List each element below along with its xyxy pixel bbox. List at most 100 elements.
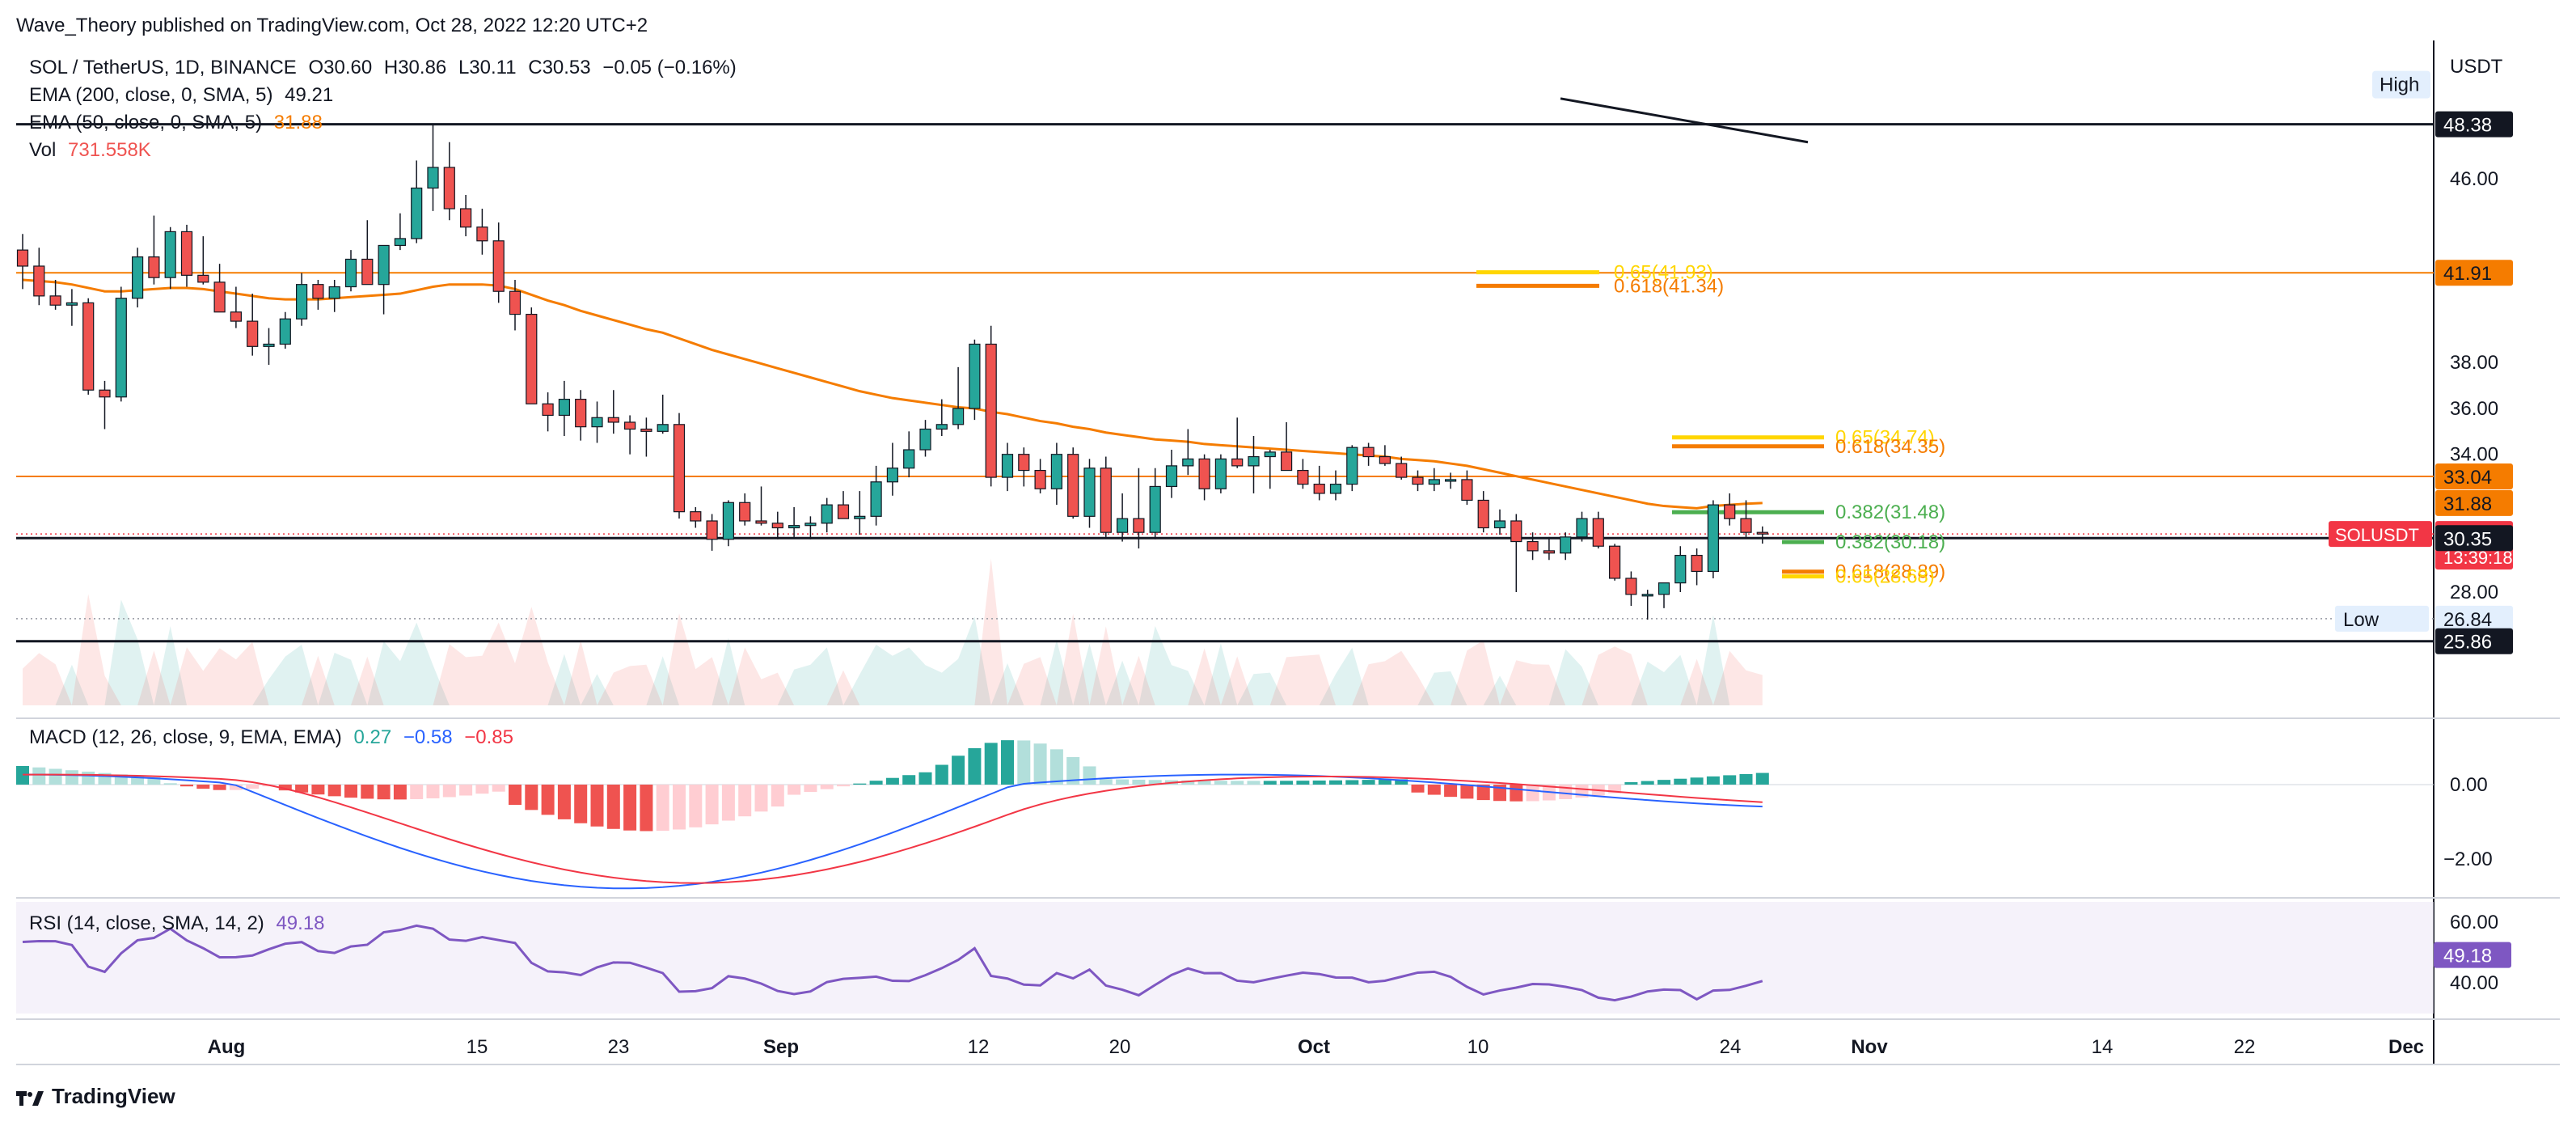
symbol-name[interactable]: SOL / TetherUS, 1D, BINANCE [29,57,297,78]
macd-histogram-bar [1329,780,1342,785]
time-axis-tick: 22 [2234,1036,2256,1058]
candle-body [1379,455,1391,464]
candle-body [1592,518,1604,547]
candle-body [247,320,259,347]
candle-body [690,511,702,522]
price-axis-tick: 46.00 [2450,168,2498,190]
candle-body [1297,469,1309,485]
candle-body [1560,536,1572,554]
macd-line [22,773,1763,890]
macd-signal-line [22,773,1763,884]
candle-body [722,502,735,540]
candle-body [99,389,111,398]
macd-histogram-bar [1641,781,1654,785]
macd-histogram-bar [1280,781,1294,785]
candle-body [969,343,981,409]
price-badge-bg [2435,628,2513,654]
candle-body [1543,550,1556,554]
candle-body [459,208,472,228]
macd-histogram-bar [1378,779,1391,785]
macd-histogram-bar [968,747,982,785]
fib-level-label: 0.618(28.89) [1835,561,1945,583]
time-axis-tick: 14 [2092,1036,2114,1058]
candle-body [1280,451,1293,472]
rsi-band [16,902,2434,1014]
price-badge-value: 31.88 [2443,493,2492,515]
macd-histogram-bar [1345,780,1359,785]
tradingview-footer[interactable]: TradingView [16,1084,175,1109]
candle-body [526,313,538,404]
candle-body [197,274,209,283]
macd-histogram-bar [1658,780,1670,785]
volume-legend[interactable]: Vol 731.558K [29,139,158,162]
macd-histogram-bar [1181,780,1195,785]
tradingview-brand: TradingView [52,1084,175,1108]
macd-histogram-bar [689,785,703,827]
candle-body [1756,531,1768,535]
macd-histogram-bar [738,785,752,817]
candle-body [673,424,686,513]
candle-body [1608,545,1621,579]
time-axis-tick: 12 [968,1036,990,1058]
candle-body [427,167,439,189]
macd-histogram-bar [278,785,292,791]
ema50-legend[interactable]: EMA (50, close, 0, SMA, 5) 31.88 [29,112,329,134]
macd-histogram-bar [606,785,620,829]
ohlc-change: −0.05 (−0.16%) [602,57,737,78]
candle-body [1740,518,1752,533]
ema200-legend[interactable]: EMA (200, close, 0, SMA, 5) 49.21 [29,84,340,107]
candle-body [476,226,488,242]
ohlc-open: O30.60 [308,57,373,78]
macd-histogram-bar [1362,780,1375,785]
ema50-value: 31.88 [273,112,323,133]
candle-body [132,256,144,299]
symbol-tag-bg [2329,521,2432,548]
tradingview-logo-icon [16,1088,44,1106]
candle-body [706,520,718,540]
macd-histogram-bar [147,777,161,785]
candle-body [739,502,751,522]
rsi-value: 49.18 [276,912,325,934]
macd-axis-tick: −2.00 [2443,849,2493,870]
candle-body [1313,483,1325,494]
macd-histogram-bar [492,785,505,792]
macd-histogram-bar [1066,756,1080,785]
candle-body [230,311,242,322]
macd-histogram-bar [984,743,998,785]
candle-body [985,343,997,478]
rsi-legend[interactable]: RSI (14, close, SMA, 14, 2) 49.18 [29,912,332,935]
fib-level-label: 0.65(28.68) [1835,566,1935,588]
candle-body [657,424,669,432]
macd-histogram-bar [1263,781,1277,785]
macd-histogram-bar [1148,780,1162,785]
candle-body [1034,469,1046,489]
macd-histogram-bar [885,777,899,785]
candle-body [623,421,636,430]
candle-body [837,504,850,519]
macd-histogram-bar [771,785,784,807]
price-badge-value: 30.35 [2443,528,2492,550]
macd-histogram-bar [1001,740,1014,785]
macd-histogram-bar [213,785,226,790]
price-badge-bg [2435,525,2513,552]
macd-histogram-bar [1510,785,1523,802]
time-axis-tick: 23 [608,1036,630,1058]
macd-histogram-bar [196,785,210,789]
time-axis-tick: 20 [1109,1036,1131,1058]
macd-histogram-bar [327,785,341,797]
candle-body [1264,451,1276,458]
candle-body [935,424,948,430]
price-axis-tick: 34.00 [2450,444,2498,466]
candle-body [1083,468,1096,517]
candle-body [344,258,357,288]
macd-histogram-bar [410,785,424,799]
macd-histogram-bar [49,768,62,785]
candle-body [148,256,160,278]
candle-body [1100,468,1112,533]
candle-body [591,417,603,428]
candle-body [1461,479,1473,502]
candle-body [755,520,767,524]
candle-body [1527,540,1539,552]
macd-legend[interactable]: MACD (12, 26, close, 9, EMA, EMA) 0.27 −… [29,726,520,749]
